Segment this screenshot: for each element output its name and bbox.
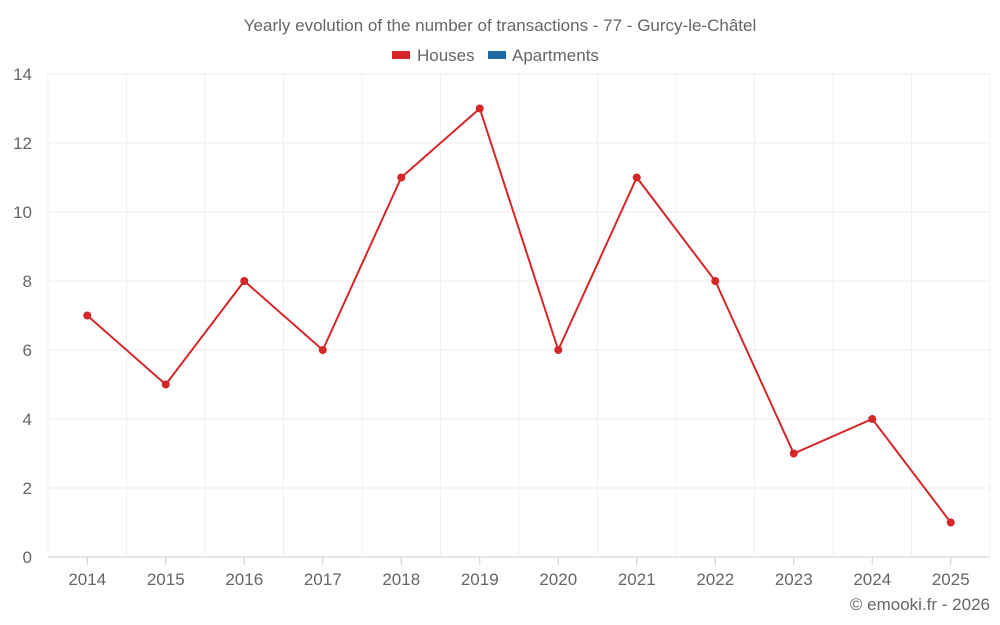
y-tick-label: 2	[23, 479, 32, 498]
data-point-houses	[318, 346, 327, 354]
data-point-houses	[946, 518, 955, 527]
legend-label-apartments: Apartments	[512, 46, 599, 65]
credit-text: © emooki.fr - 2026	[850, 595, 990, 614]
data-point-houses	[711, 277, 720, 285]
legend: Houses Apartments	[392, 46, 599, 65]
y-tick-label: 0	[23, 548, 32, 567]
x-tick-label: 2016	[225, 570, 263, 589]
data-point-houses	[475, 104, 484, 113]
y-tick-label: 12	[13, 134, 32, 153]
x-tick-label: 2014	[68, 570, 106, 589]
legend-swatch-apartments	[488, 51, 506, 59]
x-tick-label: 2015	[147, 570, 185, 589]
legend-label-houses: Houses	[417, 46, 475, 65]
x-tick-label: 2018	[382, 570, 420, 589]
legend-item-houses[interactable]: Houses	[392, 46, 475, 65]
data-point-houses	[868, 415, 877, 423]
x-tick-label: 2021	[618, 570, 656, 589]
data-point-houses	[240, 277, 249, 285]
x-tick-label: 2025	[932, 570, 970, 589]
data-point-houses	[161, 380, 170, 389]
legend-swatch-houses	[392, 51, 410, 59]
data-point-houses	[554, 346, 563, 354]
y-tick-label: 8	[23, 272, 32, 291]
x-tick-label: 2019	[461, 570, 499, 589]
data-point-houses	[83, 311, 92, 320]
x-tick-label: 2022	[696, 570, 734, 589]
x-tick-label: 2017	[304, 570, 342, 589]
y-tick-label: 4	[23, 410, 32, 429]
y-tick-label: 10	[13, 203, 32, 222]
legend-item-apartments[interactable]: Apartments	[488, 46, 599, 65]
x-tick-label: 2024	[853, 570, 891, 589]
x-tick-label: 2020	[539, 570, 577, 589]
data-point-houses	[789, 449, 798, 458]
chart-title: Yearly evolution of the number of transa…	[244, 16, 756, 35]
data-point-houses	[632, 173, 641, 182]
data-point-houses	[397, 173, 406, 182]
y-tick-label: 6	[23, 341, 32, 360]
y-tick-label: 14	[13, 65, 32, 84]
series-line-houses	[86, 106, 952, 524]
x-tick-label: 2023	[775, 570, 813, 589]
